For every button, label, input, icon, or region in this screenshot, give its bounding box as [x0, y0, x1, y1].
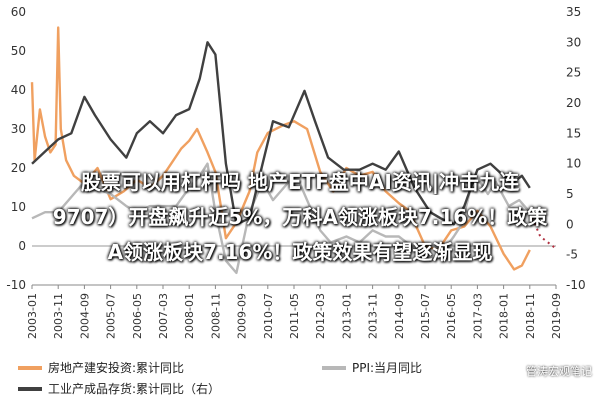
overlay-headline-line3: A领涨板块7.16%！政策效果有望逐渐显现 — [107, 240, 493, 264]
x-tick-label: 2011-05 — [288, 293, 301, 339]
overlay-headline-line1: 股票可以用杠杆吗 地产ETF盘中AI资讯|冲击九连 — [80, 170, 520, 194]
x-tick-label: 2008-01 — [183, 293, 196, 339]
y-left-tick-label: 40 — [11, 83, 26, 97]
y-right-tick-label: 0 — [566, 217, 574, 231]
y-left-tick-label: 30 — [11, 122, 26, 136]
series-line-3 — [31, 41, 531, 226]
legend-label: PPI:当月同比 — [352, 361, 422, 375]
x-tick-label: 2017-03 — [471, 293, 484, 339]
y-right-tick-label: 10 — [566, 157, 581, 171]
axes: -10 0 10 20 30 40 50 60 -10 -5 0 5 10 15 20 25 30 35 2003-… — [6, 5, 585, 339]
x-tick-label: 2012-03 — [314, 293, 327, 339]
y-right-tick-label: -5 — [566, 248, 578, 262]
y-right-tick-label: 5 — [566, 187, 574, 201]
series-line-2 — [31, 162, 549, 275]
x-tick-label: 2007-03 — [157, 293, 170, 339]
y-left-tick-label: 10 — [11, 200, 26, 214]
series-layer — [30, 26, 557, 275]
x-tick-label: 2010-07 — [262, 293, 275, 339]
y-left-tick-label: 50 — [11, 44, 26, 58]
x-tick-label: 2009-09 — [236, 293, 249, 339]
x-tick-label: 2019-09 — [550, 293, 563, 339]
y-left-tick-label: 0 — [18, 239, 26, 253]
x-tick-label: 2003-01 — [26, 293, 39, 339]
y-left-tick-label: -10 — [6, 278, 26, 292]
overlay-headline-line2: 9707）开盘飙升近5%，万科A领涨板块7.16%！政策 — [52, 205, 548, 229]
x-tick-label: 2014-09 — [393, 293, 406, 339]
x-tick-label: 2008-11 — [209, 293, 222, 339]
x-tick-label: 2003-11 — [52, 293, 65, 339]
y-left-tick-label: 20 — [11, 161, 26, 175]
legend-label: 房地产建安投资:累计同比 — [48, 360, 184, 375]
y-right-tick-label: -10 — [566, 278, 586, 292]
x-tick-label: 2006-05 — [131, 293, 144, 339]
watermark-text: 管涛宏观笔记 — [526, 365, 592, 378]
x-tick-label: 2004-09 — [78, 293, 91, 339]
y-right-tick-label: 30 — [566, 35, 581, 49]
y-left-tick-label: 60 — [11, 5, 26, 19]
x-tick-label: 2013-11 — [367, 293, 380, 339]
y-right-tick-label: 15 — [566, 126, 581, 140]
y-right-tick-label: 25 — [566, 66, 581, 80]
x-tick-label: 2015-07 — [419, 293, 432, 339]
y-right-tick-label: 35 — [566, 5, 581, 19]
x-tick-label: 2016-05 — [445, 293, 458, 339]
x-tick-label: 2018-01 — [498, 293, 511, 339]
x-tick-label: 2013-01 — [340, 293, 353, 339]
x-tick-label: 2018-11 — [524, 293, 537, 339]
x-tick-label: 2005-07 — [105, 293, 118, 339]
y-right-tick-label: 20 — [566, 96, 581, 110]
legend-label: 工业产成品存货:累计同比（右） — [48, 381, 220, 396]
